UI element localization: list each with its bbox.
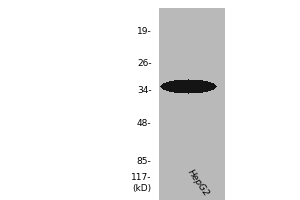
- Text: 48-: 48-: [137, 119, 152, 129]
- Text: HepG2: HepG2: [186, 168, 211, 198]
- Text: 117-: 117-: [131, 172, 152, 182]
- Text: (kD): (kD): [132, 184, 152, 194]
- Text: 26-: 26-: [137, 58, 152, 68]
- Text: 19-: 19-: [137, 26, 152, 36]
- Text: 85-: 85-: [137, 156, 152, 166]
- Text: 34-: 34-: [137, 86, 152, 95]
